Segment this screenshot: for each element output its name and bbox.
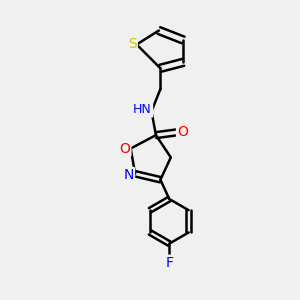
Text: N: N — [123, 168, 134, 182]
Text: O: O — [177, 125, 188, 139]
Text: S: S — [128, 38, 136, 52]
Text: HN: HN — [133, 103, 152, 116]
Text: O: O — [119, 142, 130, 155]
Text: F: F — [165, 256, 173, 270]
